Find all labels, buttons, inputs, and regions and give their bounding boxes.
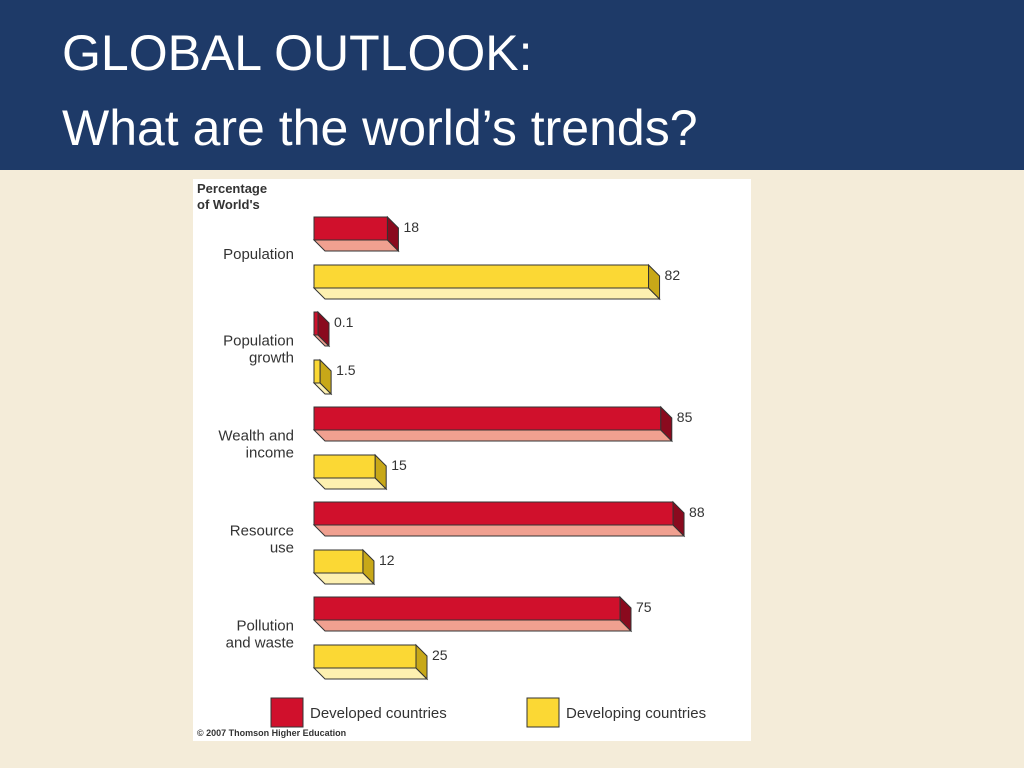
chart-credit: © 2007 Thomson Higher Education xyxy=(197,728,346,738)
bar xyxy=(313,406,662,431)
bar-bottom-face xyxy=(312,667,429,680)
bar-value-label: 75 xyxy=(636,599,652,615)
bar-bottom-face xyxy=(312,524,686,537)
chart-panel: Percentage of World's Population 18 82 Popula… xyxy=(193,179,751,741)
category-label: Population xyxy=(223,246,294,263)
bar-end-face xyxy=(415,643,428,681)
bar-value-label: 0.1 xyxy=(334,314,354,330)
legend-label: Developed countries xyxy=(310,705,447,722)
bar xyxy=(313,501,674,526)
bar-end-face xyxy=(619,595,632,633)
bar-bottom-face xyxy=(312,477,388,490)
legend-swatch xyxy=(270,697,304,728)
bar xyxy=(313,311,319,336)
bar-end-face xyxy=(648,263,661,301)
bar-end-face xyxy=(386,215,399,253)
bar-bottom-face xyxy=(312,287,661,300)
bar-end-face xyxy=(362,548,375,586)
bar-value-label: 15 xyxy=(391,457,407,473)
bar-end-face xyxy=(319,358,332,396)
category-label: use xyxy=(270,540,294,557)
bar xyxy=(313,596,621,621)
category-label: and waste xyxy=(226,635,294,652)
bar xyxy=(313,359,321,384)
bar-end-face xyxy=(672,500,685,538)
bar-bottom-face xyxy=(312,429,674,442)
bar-value-label: 82 xyxy=(665,267,681,283)
bar-end-face xyxy=(374,453,387,491)
bar-value-label: 85 xyxy=(677,409,693,425)
chart-heading-line-1: Percentage xyxy=(197,181,267,196)
category-label: Pollution xyxy=(236,618,294,635)
category-label: income xyxy=(246,445,294,462)
bar xyxy=(313,454,376,479)
bar-end-face xyxy=(660,405,673,443)
bar-value-label: 88 xyxy=(689,504,705,520)
bar xyxy=(313,644,417,669)
bar-bottom-face xyxy=(312,239,400,252)
bar-end-face xyxy=(317,310,330,348)
category-label: Wealth and xyxy=(218,428,294,445)
category-label: growth xyxy=(249,350,294,367)
slide-header: GLOBAL OUTLOOK: What are the world’s tre… xyxy=(0,0,1024,170)
slide-title-line-1: GLOBAL OUTLOOK: xyxy=(62,25,533,81)
bar xyxy=(313,264,650,289)
bar-value-label: 18 xyxy=(403,219,419,235)
slide-title-line-2: What are the world’s trends? xyxy=(62,100,698,156)
category-label: Population xyxy=(223,333,294,350)
category-label: Resource xyxy=(230,523,294,540)
bar-bottom-face xyxy=(312,619,633,632)
bar xyxy=(313,216,388,241)
chart-heading-line-2: of World's xyxy=(197,197,260,212)
bar-value-label: 12 xyxy=(379,552,395,568)
legend-label: Developing countries xyxy=(566,705,706,722)
bar-value-label: 25 xyxy=(432,647,448,663)
bar xyxy=(313,549,364,574)
bar-value-label: 1.5 xyxy=(336,362,356,378)
legend-swatch xyxy=(526,697,560,728)
